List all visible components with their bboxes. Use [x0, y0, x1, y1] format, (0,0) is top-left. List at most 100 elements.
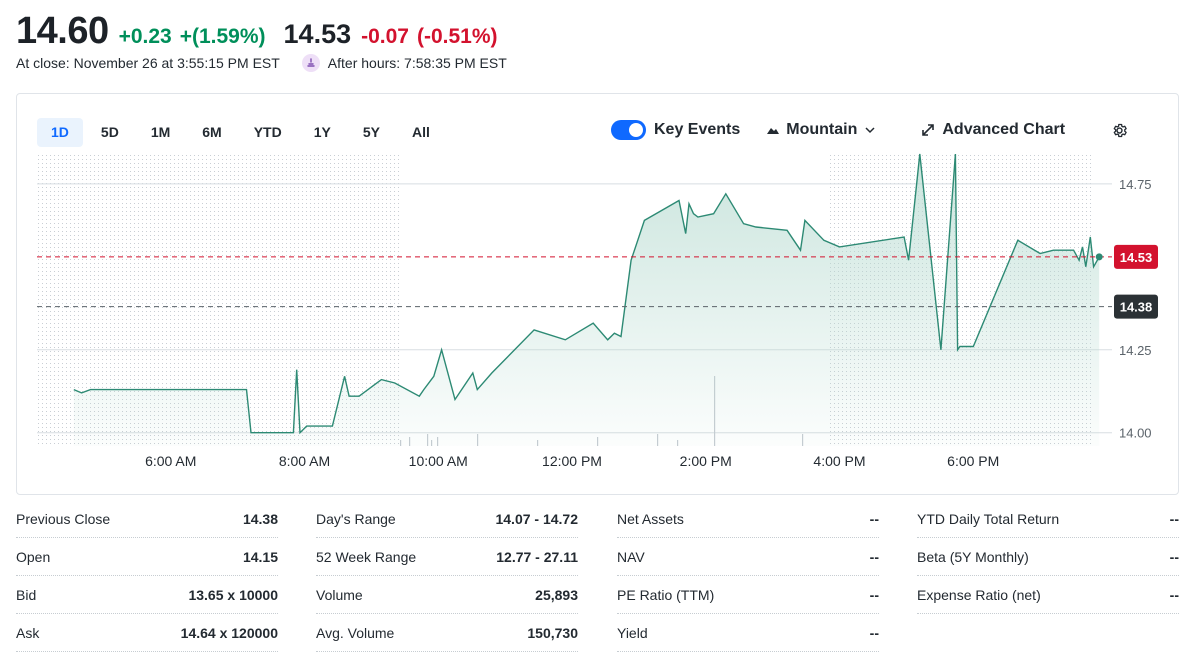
- stat-row: Bid 13.65 x 10000: [16, 576, 278, 614]
- stat-row: NAV --: [617, 538, 879, 576]
- stat-row: PE Ratio (TTM) --: [617, 576, 879, 614]
- stat-label: Net Assets: [617, 510, 684, 527]
- settings-button[interactable]: [1111, 122, 1128, 139]
- stat-row: Volume 25,893: [316, 576, 578, 614]
- stat-row: Avg. Volume 150,730: [316, 614, 578, 652]
- last-price-dot: [1095, 253, 1103, 261]
- stat-row: Beta (5Y Monthly) --: [917, 538, 1179, 576]
- range-tabs: 1D 5D 1M 6M YTD 1Y 5Y All: [37, 118, 448, 147]
- stats-column: Day's Range 14.07 - 14.72 52 Week Range 12.…: [316, 500, 578, 652]
- range-tab-1y[interactable]: 1Y: [313, 124, 331, 140]
- stat-row: Previous Close 14.38: [16, 500, 278, 538]
- x-tick-label: 6:00 PM: [947, 453, 999, 469]
- previous-close-badge: 14.38: [1114, 294, 1158, 319]
- price-chart[interactable]: 14.75 14.25 14.00 6:00 AM 8:00 AM 10:00 AM 12…: [17, 94, 1180, 496]
- after-hours-info: After hours: 7:58:35 PM EST: [301, 54, 507, 72]
- stat-row: Ask 14.64 x 120000: [16, 614, 278, 652]
- chart-card: 14.75 14.25 14.00 6:00 AM 8:00 AM 10:00 AM 12…: [16, 93, 1179, 495]
- y-tick-label: 14.00: [1119, 426, 1152, 441]
- stat-label: Ask: [16, 624, 40, 641]
- range-tab-5y[interactable]: 5Y: [362, 124, 380, 140]
- stat-label: Open: [16, 548, 51, 565]
- stat-row: Open 14.15: [16, 538, 278, 576]
- stat-label: Avg. Volume: [316, 624, 395, 641]
- stat-label: PE Ratio (TTM): [617, 586, 715, 603]
- range-tab-6m[interactable]: 6M: [202, 124, 222, 140]
- y-tick-label: 14.75: [1119, 177, 1152, 192]
- moon-icon: [301, 54, 320, 72]
- advanced-chart-button[interactable]: Advanced Chart: [921, 121, 1065, 139]
- range-tab-1d[interactable]: 1D: [37, 118, 83, 147]
- previous-close-label: 14.38: [1120, 300, 1153, 315]
- range-tab-all[interactable]: All: [411, 124, 430, 140]
- stat-value: --: [1169, 510, 1179, 527]
- range-tab-1m[interactable]: 1M: [150, 124, 171, 140]
- last-price-badge: 14.53: [1114, 244, 1158, 269]
- close-timestamp: At close: November 26 at 3:55:15 PM EST: [16, 55, 280, 71]
- x-tick-label: 4:00 PM: [813, 453, 865, 469]
- expand-icon: [922, 124, 935, 136]
- gear-icon: [1113, 123, 1127, 137]
- key-events-label: Key Events: [654, 121, 741, 138]
- stat-label: Previous Close: [16, 510, 111, 527]
- last-price-label: 14.53: [1120, 250, 1153, 265]
- key-events-toggle[interactable]: Key Events: [611, 120, 740, 140]
- stat-row: Yield --: [617, 614, 879, 652]
- stat-label: 52 Week Range: [316, 548, 417, 565]
- range-tab-ytd[interactable]: YTD: [253, 124, 282, 140]
- stat-label: Expense Ratio (net): [917, 586, 1041, 603]
- stat-value: 14.07 - 14.72: [495, 510, 578, 527]
- stat-label: Bid: [16, 586, 37, 603]
- stat-label: YTD Daily Total Return: [917, 510, 1060, 527]
- toggle-knob: [629, 123, 643, 137]
- after-hours-change: -0.07: [361, 25, 409, 48]
- mountain-icon: [767, 128, 780, 134]
- stat-value: 25,893: [535, 586, 578, 603]
- price-change: +0.23: [118, 25, 172, 48]
- after-hours-timestamp: After hours: 7:58:35 PM EST: [327, 55, 507, 71]
- last-price: 14.60: [16, 10, 109, 52]
- stat-label: Day's Range: [316, 510, 396, 527]
- x-tick-label: 10:00 AM: [409, 453, 468, 469]
- after-hours-change-percent: (-0.51%): [416, 25, 498, 48]
- stat-value: 13.65 x 10000: [188, 586, 278, 603]
- quote-header: 14.60 +0.23 +(1.59%) 14.53 -0.07 (-0.51%…: [16, 10, 498, 53]
- advanced-chart-label: Advanced Chart: [942, 121, 1066, 138]
- stat-value: --: [1169, 586, 1179, 603]
- stats-column: Previous Close 14.38 Open 14.15 Bid 13.65 x 1…: [16, 500, 278, 652]
- stat-row: Net Assets --: [617, 500, 879, 538]
- chart-type-dropdown[interactable]: Mountain: [766, 121, 875, 139]
- stat-value: 150,730: [527, 624, 578, 641]
- stat-row: Day's Range 14.07 - 14.72: [316, 500, 578, 538]
- stat-value: 12.77 - 27.11: [496, 548, 578, 565]
- after-hours-price: 14.53: [283, 19, 352, 49]
- stat-value: 14.38: [242, 510, 278, 527]
- stat-value: 14.64 x 120000: [180, 624, 278, 641]
- chart-type-label: Mountain: [786, 121, 858, 138]
- price-line: [73, 153, 1100, 435]
- stats-column: Net Assets -- NAV -- PE Ratio (TTM) -- Yield --: [617, 500, 879, 652]
- x-tick-label: 12:00 PM: [542, 453, 602, 469]
- stats-column: YTD Daily Total Return -- Beta (5Y Monthly…: [917, 500, 1179, 614]
- toggle-switch[interactable]: [611, 120, 646, 140]
- stat-row: YTD Daily Total Return --: [917, 500, 1179, 538]
- chevron-down-icon: [865, 127, 875, 134]
- y-tick-label: 14.25: [1119, 343, 1152, 358]
- price-change-percent: +(1.59%): [179, 25, 266, 48]
- stat-label: NAV: [617, 548, 645, 565]
- stat-value: --: [869, 510, 879, 527]
- stat-value: --: [869, 586, 879, 603]
- quote-timestamps: At close: November 26 at 3:55:15 PM EST …: [16, 54, 507, 72]
- stat-row: 52 Week Range 12.77 - 27.11: [316, 538, 578, 576]
- stat-label: Yield: [617, 624, 648, 641]
- stat-value: --: [1169, 548, 1179, 565]
- stat-value: 14.15: [242, 548, 278, 565]
- x-tick-label: 2:00 PM: [680, 453, 732, 469]
- range-tab-5d[interactable]: 5D: [100, 124, 119, 140]
- price-area: [73, 154, 1100, 446]
- stat-value: --: [869, 624, 879, 641]
- stat-row: Expense Ratio (net) --: [917, 576, 1179, 614]
- x-tick-label: 6:00 AM: [145, 453, 196, 469]
- x-tick-label: 8:00 AM: [279, 453, 330, 469]
- stat-label: Volume: [316, 586, 363, 603]
